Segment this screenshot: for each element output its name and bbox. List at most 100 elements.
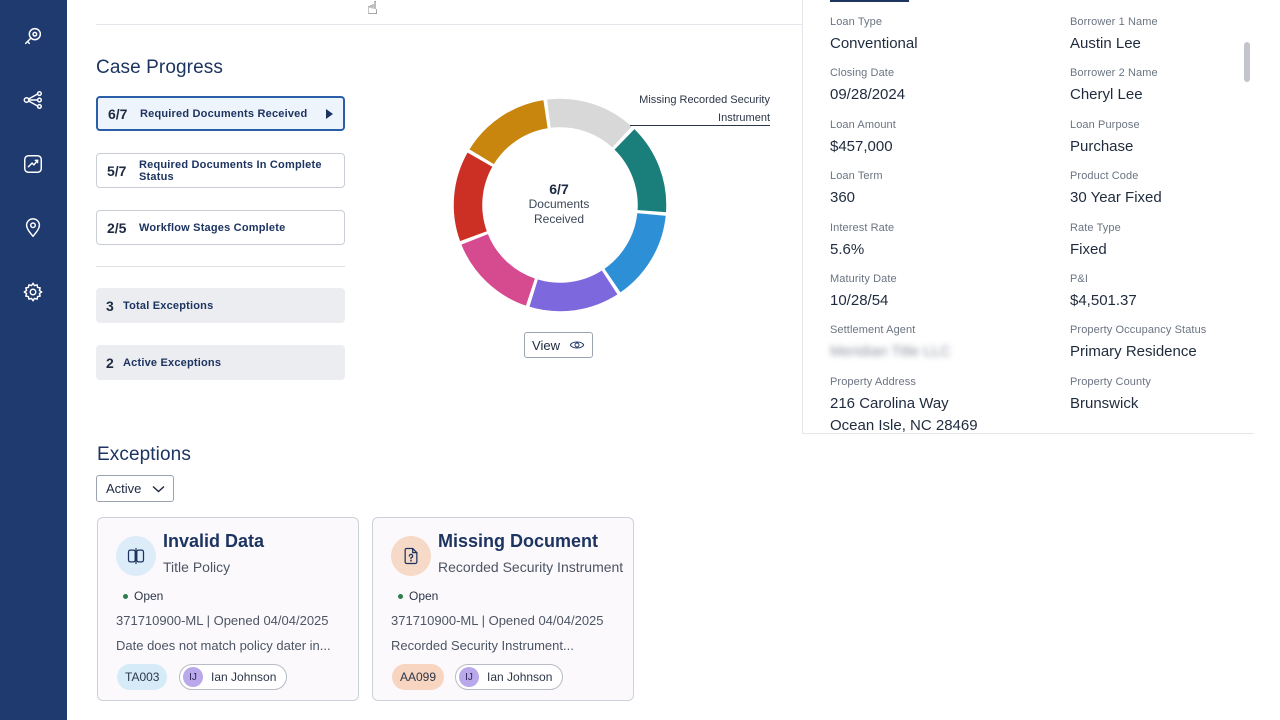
- callout-line: [630, 125, 770, 126]
- chevron-down-icon: [152, 485, 165, 493]
- field-value-line2: Ocean Isle, NC 28469: [830, 416, 978, 434]
- avatar: IJ: [183, 667, 203, 687]
- loan-details-panel: [802, 0, 1254, 434]
- assignee-name: Ian Johnson: [487, 670, 553, 684]
- play-arrow-icon: [326, 109, 333, 119]
- donut-segment[interactable]: [467, 98, 550, 167]
- field-label: Interest Rate: [830, 221, 895, 234]
- progress-label: Workflow Stages Complete: [139, 221, 286, 234]
- missing-document-callout: Missing Recorded Security Instrument: [612, 91, 770, 127]
- active-tab-indicator: [830, 0, 909, 2]
- donut-segment[interactable]: [545, 97, 634, 150]
- case-progress-title: Case Progress: [96, 57, 223, 78]
- field-label: Property Occupancy Status: [1070, 324, 1207, 337]
- location-icon[interactable]: [20, 215, 46, 241]
- callout-line1: Missing Recorded Security: [639, 94, 770, 106]
- sidebar: [0, 0, 67, 720]
- eye-icon: [569, 341, 585, 349]
- missing-document-icon: [391, 536, 431, 576]
- status-dot: [398, 594, 403, 599]
- field-label: Rate Type: [1070, 221, 1121, 234]
- progress-count: 5/7: [107, 162, 127, 179]
- progress-card-documents-received[interactable]: 6/7 Required Documents Received: [96, 96, 345, 131]
- field-value: Fixed: [1070, 240, 1107, 258]
- field-label: Property Address: [830, 375, 916, 388]
- exceptions-title: Exceptions: [97, 444, 191, 465]
- view-button[interactable]: View: [524, 332, 593, 358]
- exceptions-label: Total Exceptions: [123, 299, 214, 312]
- field-label: Loan Term: [830, 170, 883, 183]
- field-value: 216 Carolina Way: [830, 394, 949, 412]
- donut-segment[interactable]: [459, 232, 537, 308]
- field-value: 30 Year Fixed: [1070, 189, 1162, 207]
- exception-description: Recorded Security Instrument...: [391, 638, 574, 653]
- view-button-label: View: [532, 337, 560, 353]
- field-label: Maturity Date: [830, 273, 897, 285]
- documents-donut-chart: [440, 85, 680, 325]
- field-value: 09/28/2024: [830, 86, 906, 104]
- progress-card-workflow-stages[interactable]: 2/5 Workflow Stages Complete: [96, 210, 345, 245]
- field-label: Loan Type: [830, 16, 883, 28]
- donut-center-value: 6/7: [549, 181, 569, 197]
- exception-description: Date does not match policy dater in...: [116, 638, 331, 653]
- donut-center-label: 6/7 Documents Received: [498, 181, 620, 227]
- assignee-chip[interactable]: IJ Ian Johnson: [455, 664, 564, 690]
- exception-filter-dropdown[interactable]: Active: [96, 475, 174, 502]
- field-value: Austin Lee: [1070, 35, 1141, 52]
- cursor-hand-icon: ☝: [367, 0, 378, 18]
- field-value: 5.6%: [830, 240, 865, 258]
- progress-card-documents-complete[interactable]: 5/7 Required Documents In Complete Statu…: [96, 153, 345, 188]
- donut-segment[interactable]: [602, 211, 668, 295]
- exceptions-count: 3: [106, 297, 114, 314]
- field-label: Borrower 2 Name: [1070, 67, 1158, 80]
- status-dot: [123, 594, 128, 599]
- donut-segment[interactable]: [612, 127, 668, 214]
- field-value: Meridian Title LLC: [830, 343, 951, 361]
- field-label: Product Code: [1070, 170, 1139, 183]
- assignee-chip[interactable]: IJ Ian Johnson: [179, 664, 288, 690]
- assignee-name: Ian Johnson: [211, 670, 277, 684]
- callout-line2: Instrument: [718, 112, 770, 124]
- panel-scrollbar[interactable]: [1244, 42, 1250, 82]
- field-label: Loan Purpose: [1070, 118, 1140, 131]
- exceptions-count: 2: [106, 354, 114, 371]
- analytics-icon[interactable]: [20, 151, 46, 177]
- field-value: Purchase: [1070, 137, 1134, 155]
- exception-code-chip: AA099: [392, 664, 445, 690]
- avatar: IJ: [459, 667, 479, 687]
- progress-label: Required Documents Received: [140, 107, 308, 120]
- exception-subtitle: Recorded Security Instrument: [438, 559, 624, 575]
- donut-segment[interactable]: [452, 150, 495, 244]
- field-label: Settlement Agent: [830, 324, 916, 337]
- exception-id-line: 371710900-ML | Opened 04/04/2025: [391, 613, 604, 628]
- exception-card-invalid-data[interactable]: Invalid Data Title Policy Open 371710900…: [97, 517, 359, 701]
- field-value: Brunswick: [1070, 394, 1139, 412]
- exception-card-missing-document[interactable]: Missing Document Recorded Security Instr…: [372, 517, 634, 701]
- active-exceptions-card[interactable]: 2 Active Exceptions: [96, 345, 345, 380]
- data-mismatch-icon: [116, 536, 156, 576]
- donut-center-line2: Received: [533, 212, 585, 226]
- exception-status: Open: [409, 589, 439, 603]
- field-value: Conventional: [830, 35, 918, 52]
- gear-icon[interactable]: [20, 279, 46, 305]
- progress-count: 6/7: [108, 105, 128, 122]
- progress-count: 2/5: [107, 219, 127, 236]
- progress-label: Required Documents In Complete Status: [139, 158, 322, 183]
- workflow-icon[interactable]: [20, 87, 46, 113]
- field-label: Property County: [1070, 375, 1151, 388]
- divider: [96, 266, 345, 267]
- exception-title: Invalid Data: [163, 531, 265, 551]
- donut-center-line1: Documents: [528, 197, 590, 211]
- field-value: 360: [830, 189, 856, 207]
- field-label: Closing Date: [830, 67, 895, 80]
- total-exceptions-card[interactable]: 3 Total Exceptions: [96, 288, 345, 323]
- exception-title: Missing Document: [438, 531, 599, 551]
- donut-segment[interactable]: [527, 268, 620, 313]
- exceptions-label: Active Exceptions: [123, 356, 222, 369]
- field-value: Primary Residence: [1070, 343, 1197, 361]
- field-label: P&I: [1070, 273, 1089, 285]
- exception-code-chip: TA003: [117, 664, 168, 690]
- search-key-icon[interactable]: [20, 23, 46, 49]
- field-value: $4,501.37: [1070, 292, 1137, 309]
- field-label: Borrower 1 Name: [1070, 16, 1158, 28]
